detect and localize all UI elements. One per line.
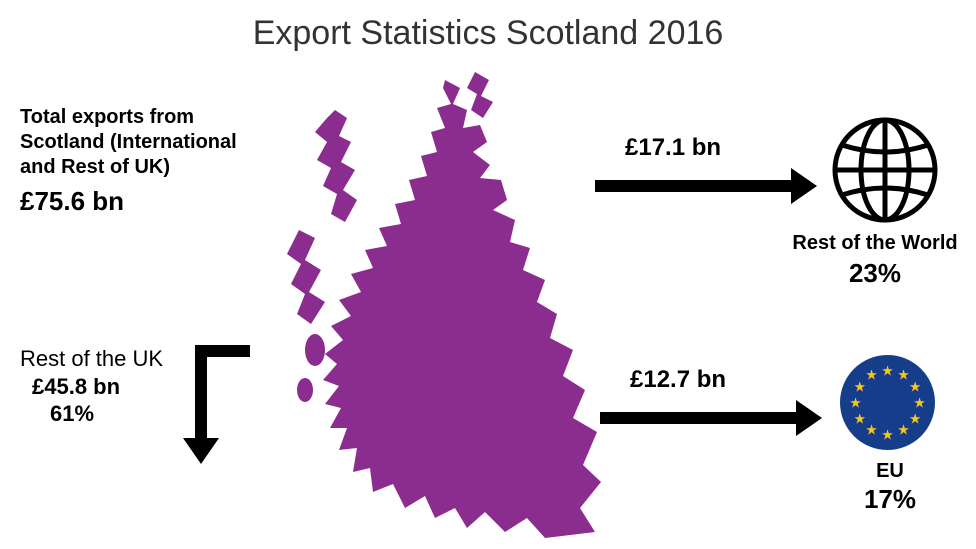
eu-percent: 17% — [790, 484, 976, 515]
arrow-rest-of-world — [595, 168, 815, 204]
total-exports-block: Total exports from Scotland (Internation… — [20, 105, 250, 217]
total-exports-value: £75.6 bn — [20, 186, 250, 217]
rest-of-world-percent: 23% — [775, 258, 975, 289]
scotland-map — [275, 70, 605, 540]
arrow-eu — [600, 400, 820, 436]
rest-of-uk-value: £45.8 bn — [20, 373, 220, 401]
eu-flag-icon: ★★★★★★★★★★★★ — [840, 355, 935, 450]
total-exports-label: Total exports from Scotland (Internation… — [20, 105, 250, 180]
rest-of-world-value: £17.1 bn — [625, 134, 721, 162]
rest-of-uk-label: Rest of the UK — [20, 345, 220, 373]
page-title: Export Statistics Scotland 2016 — [0, 14, 976, 53]
eu-value: £12.7 bn — [630, 366, 726, 394]
rest-of-uk-percent: 61% — [20, 400, 220, 428]
globe-icon — [830, 115, 940, 225]
eu-label: EU — [790, 460, 976, 483]
rest-of-uk-block: Rest of the UK £45.8 bn 61% — [20, 345, 220, 428]
rest-of-world-label: Rest of the World — [775, 232, 975, 255]
